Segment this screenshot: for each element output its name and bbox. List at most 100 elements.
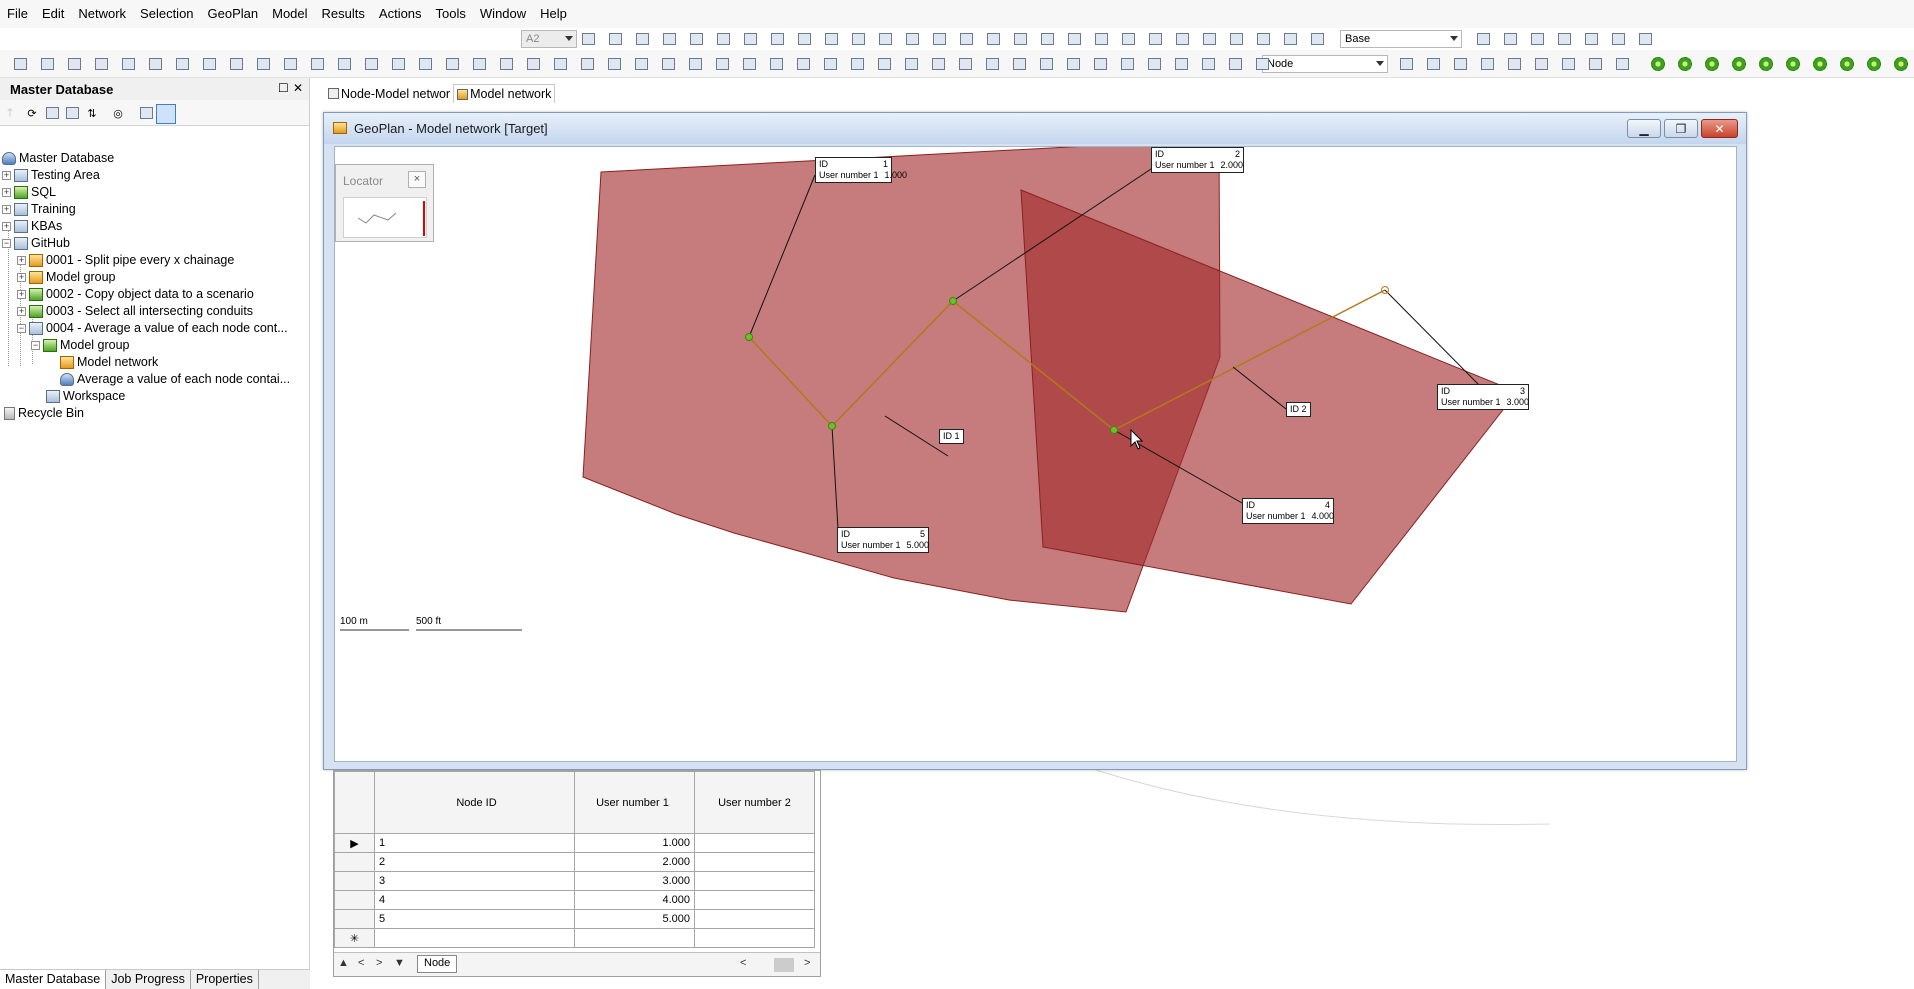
tree-item-github[interactable]: − GitHub <box>2 233 70 253</box>
cell-new[interactable] <box>574 928 695 948</box>
tree-item-0001[interactable]: +0001 - Split pipe every x chainage <box>17 250 234 270</box>
list-icon[interactable] <box>44 105 60 121</box>
gear-icon[interactable] <box>1812 56 1828 72</box>
expand-icon[interactable]: + <box>17 254 26 265</box>
toolbar-tool-icon[interactable] <box>957 56 973 72</box>
tree-item-model-network[interactable]: Model network <box>60 352 158 372</box>
toolbar-tool-icon[interactable] <box>39 56 55 72</box>
first-sheet-icon[interactable]: ▲ <box>338 957 349 969</box>
expand-icon[interactable]: + <box>17 288 26 299</box>
toolbar-tool-icon[interactable] <box>336 56 352 72</box>
toolbar-tool-icon[interactable] <box>849 56 865 72</box>
close-button[interactable]: ✕ <box>1701 119 1738 138</box>
row-header[interactable] <box>334 890 375 910</box>
tree-item-master-database[interactable]: Master Database <box>2 148 114 168</box>
toolbar-tool-icon[interactable] <box>822 56 838 72</box>
toolbar-tool-icon[interactable] <box>1092 56 1108 72</box>
toolbar-tool-icon[interactable] <box>282 56 298 72</box>
tree-item-0003[interactable]: +0003 - Select all intersecting conduits <box>17 301 253 321</box>
scroll-left-icon[interactable]: < <box>740 957 747 969</box>
toolbar-tool-icon[interactable] <box>1479 56 1495 72</box>
row-header[interactable] <box>334 871 375 891</box>
toolbar-tool-icon[interactable] <box>1560 56 1576 72</box>
expand-icon[interactable]: + <box>2 169 11 180</box>
gear-icon[interactable] <box>1650 56 1666 72</box>
toolbar-tool-icon[interactable] <box>661 31 677 47</box>
toolbar-tool-icon[interactable] <box>904 31 920 47</box>
scenario-combo[interactable]: A2 <box>521 30 577 48</box>
tree-item-training[interactable]: + Training <box>2 199 76 219</box>
collapse-icon[interactable]: − <box>2 237 11 248</box>
toolbar-tool-icon[interactable] <box>579 56 595 72</box>
toolbar-tool-icon[interactable] <box>1398 56 1414 72</box>
toolbar-tool-icon[interactable] <box>1120 31 1136 47</box>
toolbar-tool-icon[interactable] <box>417 56 433 72</box>
toolbar-tool-icon[interactable] <box>1309 31 1325 47</box>
toolbar-tool-icon[interactable] <box>1119 56 1135 72</box>
toolbar-tool-icon[interactable] <box>1254 56 1270 72</box>
gear-icon[interactable] <box>1785 56 1801 72</box>
toolbar-tool-icon[interactable] <box>634 31 650 47</box>
tree-item-workspace[interactable]: Workspace <box>46 386 125 406</box>
cell-user-number-2[interactable] <box>694 909 815 929</box>
toolbar-tool-icon[interactable] <box>12 56 28 72</box>
gear-icon[interactable] <box>1758 56 1774 72</box>
sheet-tab-node[interactable]: Node <box>417 955 458 973</box>
tab-properties[interactable]: Properties <box>191 970 259 989</box>
toolbar-tool-icon[interactable] <box>1452 56 1468 72</box>
base-combo[interactable]: Base <box>1340 30 1462 48</box>
toolbar-tool-icon[interactable] <box>633 56 649 72</box>
toolbar-tool-icon[interactable] <box>1529 31 1545 47</box>
toolbar-tool-icon[interactable] <box>606 56 622 72</box>
expand-icon[interactable]: + <box>17 305 26 316</box>
menu-window[interactable]: Window <box>479 6 527 21</box>
toolbar-tool-icon[interactable] <box>660 56 676 72</box>
toolbar-tool-icon[interactable] <box>93 56 109 72</box>
toolbar-tool-icon[interactable] <box>1065 56 1081 72</box>
cell-node-id[interactable]: 4 <box>374 890 575 910</box>
scroll-right-icon[interactable]: > <box>804 957 811 969</box>
toolbar-tool-icon[interactable] <box>1556 31 1572 47</box>
close-panel-icon[interactable]: ✕ <box>293 81 304 95</box>
current-row-marker[interactable]: ▶ <box>334 833 375 853</box>
toolbar-tool-icon[interactable] <box>1228 31 1244 47</box>
cell-user-number-2[interactable] <box>694 890 815 910</box>
toolbar-tool-icon[interactable] <box>769 31 785 47</box>
toolbar-tool-icon[interactable] <box>525 56 541 72</box>
toolbar-tool-icon[interactable] <box>796 31 812 47</box>
toolbar-tool-icon[interactable] <box>552 56 568 72</box>
new-row-marker[interactable]: ✳ <box>334 928 375 948</box>
tree-view-icon[interactable] <box>156 104 176 124</box>
maximize-button[interactable]: ❐ <box>1664 119 1698 138</box>
tab-job-progress[interactable]: Job Progress <box>106 970 191 989</box>
toolbar-tool-icon[interactable] <box>931 31 947 47</box>
tree-item-sql[interactable]: + SQL <box>2 182 56 202</box>
toolbar-tool-icon[interactable] <box>1173 56 1189 72</box>
toolbar-tool-icon[interactable] <box>1583 31 1599 47</box>
geoplan-titlebar[interactable]: GeoPlan - Model network [Target] ▁ ❐ ✕ <box>324 113 1746 144</box>
cell-user-number-2[interactable] <box>694 871 815 891</box>
toolbar-tool-icon[interactable] <box>580 31 596 47</box>
toolbar-tool-icon[interactable] <box>444 56 460 72</box>
toolbar-tool-icon[interactable] <box>1011 56 1027 72</box>
toolbar-tool-icon[interactable] <box>903 56 919 72</box>
tree-item-recycle-bin[interactable]: Recycle Bin <box>4 403 84 423</box>
binoculars-icon[interactable]: ◎ <box>113 107 123 120</box>
window-icon[interactable] <box>138 105 154 121</box>
toolbar-tool-icon[interactable] <box>309 56 325 72</box>
cell-new[interactable] <box>374 928 575 948</box>
toolbar-tool-icon[interactable] <box>1174 31 1190 47</box>
toolbar-tool-icon[interactable] <box>1610 31 1626 47</box>
tree-item-testing-area[interactable]: + Testing Area <box>2 165 100 185</box>
column-header-node-id[interactable]: Node ID <box>374 771 575 834</box>
toolbar-tool-icon[interactable] <box>255 56 271 72</box>
tree-item-average-script[interactable]: Average a value of each node contai... <box>60 369 290 389</box>
gear-icon[interactable] <box>1839 56 1855 72</box>
tab-node-grid[interactable]: Node-Model networ <box>325 84 453 103</box>
toolbar-tool-icon[interactable] <box>120 56 136 72</box>
toolbar-tool-icon[interactable] <box>1227 56 1243 72</box>
cell-node-id[interactable]: 5 <box>374 909 575 929</box>
sort-icon[interactable]: ⇅ <box>87 107 97 120</box>
toolbar-tool-icon[interactable] <box>1425 56 1441 72</box>
horizontal-scrollbar-thumb[interactable] <box>774 958 794 972</box>
